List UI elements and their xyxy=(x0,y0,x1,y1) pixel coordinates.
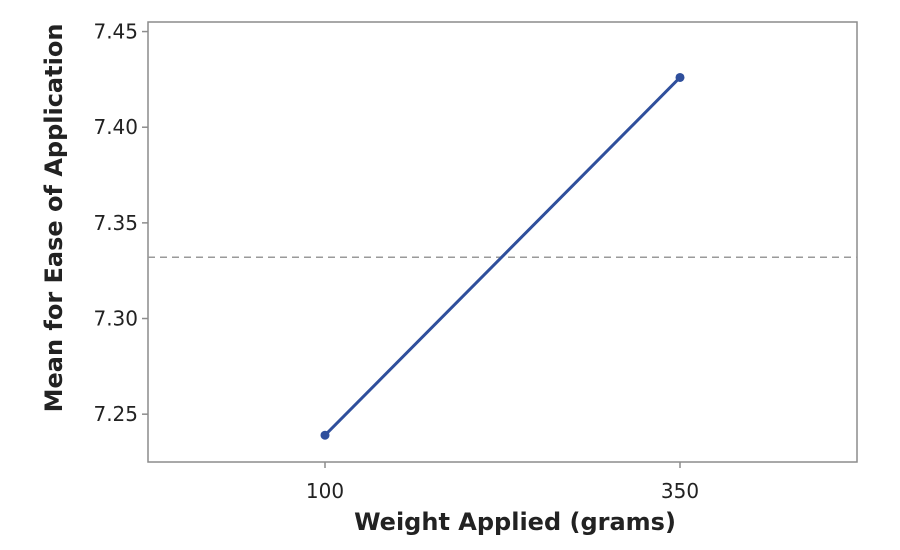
x-axis-title: Weight Applied (grams) xyxy=(354,508,676,536)
y-tick-label: 7.35 xyxy=(93,211,138,235)
series-line xyxy=(323,76,682,437)
plot-frame xyxy=(147,21,858,463)
data-point xyxy=(675,72,685,82)
data-point xyxy=(320,430,330,440)
x-tick-label: 100 xyxy=(306,479,344,503)
series-layer xyxy=(320,72,685,440)
x-tick-label: 350 xyxy=(661,479,699,503)
y-axis-title: Mean for Ease of Application xyxy=(40,24,68,413)
x-axis-ticks: 100 350 xyxy=(306,462,699,503)
y-tick-label: 7.45 xyxy=(93,20,138,44)
y-tick-label: 7.25 xyxy=(93,402,138,426)
y-axis-ticks: 7.25 7.30 7.35 7.40 7.45 xyxy=(93,20,148,426)
y-tick-label: 7.40 xyxy=(93,115,138,139)
y-tick-label: 7.30 xyxy=(93,307,138,331)
